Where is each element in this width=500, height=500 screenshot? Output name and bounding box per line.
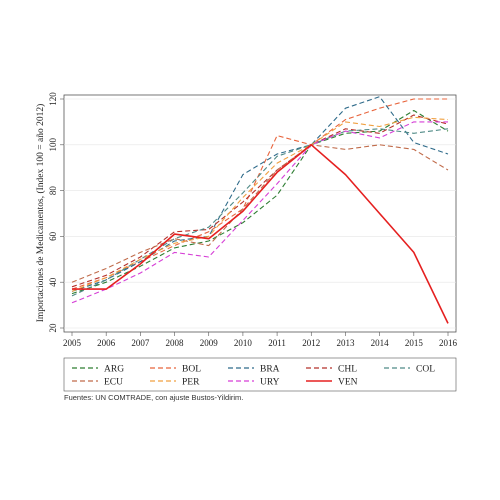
series-line-bra: [71, 96, 449, 292]
x-tick-label: 2013: [336, 338, 355, 348]
y-tick-label: 100: [48, 138, 58, 152]
x-tick-labels: 2005 2006 2007 2008 2009 2010 2011 2012 2013 2014…: [63, 338, 458, 348]
legend-label-ven: VEN: [338, 378, 358, 388]
x-tick-label: 2011: [268, 338, 286, 348]
series-line-ecu: [71, 144, 449, 283]
x-tick-label: 2006: [97, 338, 116, 348]
legend-label-ury: URY: [260, 378, 280, 388]
x-tick-label: 2009: [200, 338, 219, 348]
x-tick-label: 2012: [302, 338, 320, 348]
legend-label-chl: CHL: [338, 365, 357, 375]
series-line-bol: [71, 98, 448, 290]
x-tick-label: 2007: [131, 338, 150, 348]
legend-label-bol: BOL: [182, 365, 201, 375]
legend-label-arg: ARG: [104, 365, 124, 375]
series-lines: [71, 96, 449, 324]
y-tick-label: 20: [48, 323, 58, 333]
y-tick-label: 120: [48, 92, 58, 106]
series-line-col: [71, 128, 449, 297]
series-line-ven: [72, 144, 449, 324]
y-tick-label: 80: [48, 186, 58, 196]
x-tick-label: 2014: [371, 338, 390, 348]
series-line-per: [71, 116, 449, 292]
y-tick-label: 40: [48, 277, 58, 287]
y-tick-label: 60: [48, 231, 58, 241]
legend-label-per: PER: [182, 378, 200, 388]
x-tick-label: 2015: [405, 338, 424, 348]
x-tick-label: 2016: [439, 338, 458, 348]
x-tick-label: 2005: [63, 338, 82, 348]
y-axis-label: Importaciones de Medicamentos, (Index 10…: [35, 104, 46, 323]
y-tick-labels: 20 40 60 80 100 120: [48, 92, 58, 333]
legend: ARG BOL BRA CHL COL ECU PER URY VEN: [72, 365, 435, 388]
x-tick-label: 2008: [166, 338, 185, 348]
plot-frame: [63, 94, 457, 333]
series-line-ury: [71, 121, 448, 304]
legend-label-col: COL: [416, 365, 435, 375]
grid: [60, 98, 456, 336]
series-line-chl: [71, 114, 449, 288]
legend-box: [63, 357, 457, 392]
x-tick-label: 2010: [234, 338, 253, 348]
source-note: Fuentes: UN COMTRADE, con ajuste Bustos-…: [64, 393, 243, 402]
legend-label-ecu: ECU: [104, 378, 123, 388]
legend-label-bra: BRA: [260, 365, 280, 375]
